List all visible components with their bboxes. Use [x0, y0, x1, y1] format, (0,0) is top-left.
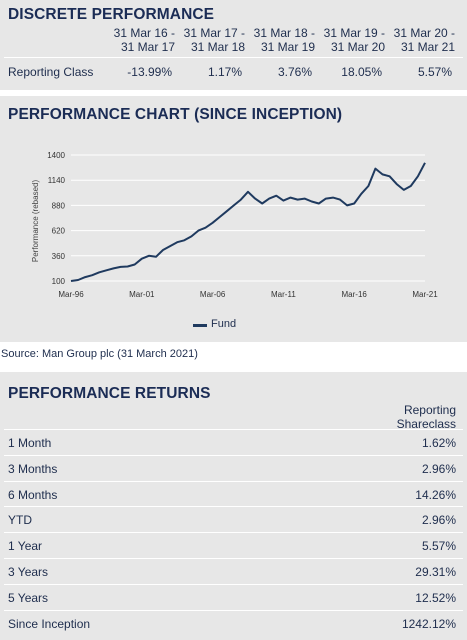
period-header: 31 Mar 16 - 31 Mar 17: [113, 26, 175, 54]
divider: [4, 506, 463, 508]
discrete-performance-panel: DISCRETE PERFORMANCE 31 Mar 16 - 31 Mar …: [0, 0, 467, 90]
discrete-value: -13.99%: [127, 65, 172, 79]
discrete-value: 1.17%: [207, 65, 242, 79]
return-period-label: 5 Years: [8, 590, 49, 605]
return-value: 29.31%: [415, 565, 456, 579]
return-value: 5.57%: [421, 539, 456, 554]
y-tick-label: 1140: [48, 176, 66, 185]
period-header: 31 Mar 19 - 31 Mar 20: [323, 26, 385, 54]
legend-fund-swatch: [193, 324, 207, 327]
legend-fund-label: Fund: [211, 318, 237, 330]
discrete-value: 18.05%: [341, 65, 382, 79]
fund-series-line: [70, 162, 426, 282]
y-tick-label: 1400: [47, 151, 65, 160]
return-period-label: 1 Month: [8, 436, 52, 450]
return-value: 1242.12%: [401, 616, 456, 631]
period-header: 31 Mar 18 - 31 Mar 19: [253, 26, 315, 54]
x-tick-label: Mar-96: [58, 290, 84, 299]
performance-chart-panel: PERFORMANCE CHART (SINCE INCEPTION) 100 3…: [0, 96, 467, 342]
y-axis-label: Performance (rebased): [31, 180, 40, 263]
divider: [4, 583, 463, 585]
x-tick-label: Mar-06: [200, 290, 226, 299]
y-tick-label: 880: [52, 201, 66, 210]
return-period-label: Since Inception: [8, 616, 91, 631]
return-value: 1.62%: [421, 436, 456, 450]
divider: [4, 532, 463, 534]
performance-returns-panel: PERFORMANCE RETURNS Reporting Shareclass…: [0, 372, 467, 640]
y-tick-label: 360: [52, 252, 66, 261]
discrete-value: 3.76%: [277, 65, 312, 79]
reporting-class-label: Reporting Class: [8, 65, 94, 79]
return-value: 14.26%: [415, 487, 456, 502]
return-value: 2.96%: [421, 461, 456, 476]
return-value: 12.52%: [415, 590, 456, 605]
return-period-label: 6 Months: [8, 487, 58, 502]
divider: [4, 480, 463, 482]
performance-returns-title: PERFORMANCE RETURNS: [8, 385, 211, 402]
return-period-label: 3 Months: [8, 461, 58, 476]
return-value: 2.96%: [421, 513, 456, 528]
divider: [4, 558, 463, 559]
divider: [4, 57, 463, 58]
performance-chart: 100 360 620 880 1140 1400 Mar-96 Mar-01 Mar-06 Ma…: [31, 151, 438, 299]
divider: [4, 429, 463, 430]
x-tick-label: Mar-01: [129, 290, 155, 299]
return-period-label: 1 Year: [8, 539, 43, 554]
return-period-label: YTD: [8, 513, 32, 528]
divider: [4, 454, 463, 456]
y-tick-label: 620: [52, 227, 66, 236]
period-header: 31 Mar 20 - 31 Mar 21: [393, 26, 455, 54]
reporting-shareclass-header: Reporting Shareclass: [396, 403, 456, 431]
return-period-label: 3 Years: [8, 565, 49, 579]
y-tick-label: 100: [52, 277, 66, 286]
discrete-value: 5.57%: [417, 65, 452, 79]
divider: [4, 609, 463, 611]
source-note: Source: Man Group plc (31 March 2021): [1, 348, 198, 360]
performance-chart-title: PERFORMANCE CHART (SINCE INCEPTION): [8, 106, 343, 123]
x-tick-label: Mar-16: [342, 290, 368, 299]
discrete-performance-title: DISCRETE PERFORMANCE: [8, 6, 215, 23]
period-header: 31 Mar 17 - 31 Mar 18: [183, 26, 245, 54]
x-tick-label: Mar-21: [412, 290, 438, 299]
x-tick-label: Mar-11: [271, 290, 296, 299]
